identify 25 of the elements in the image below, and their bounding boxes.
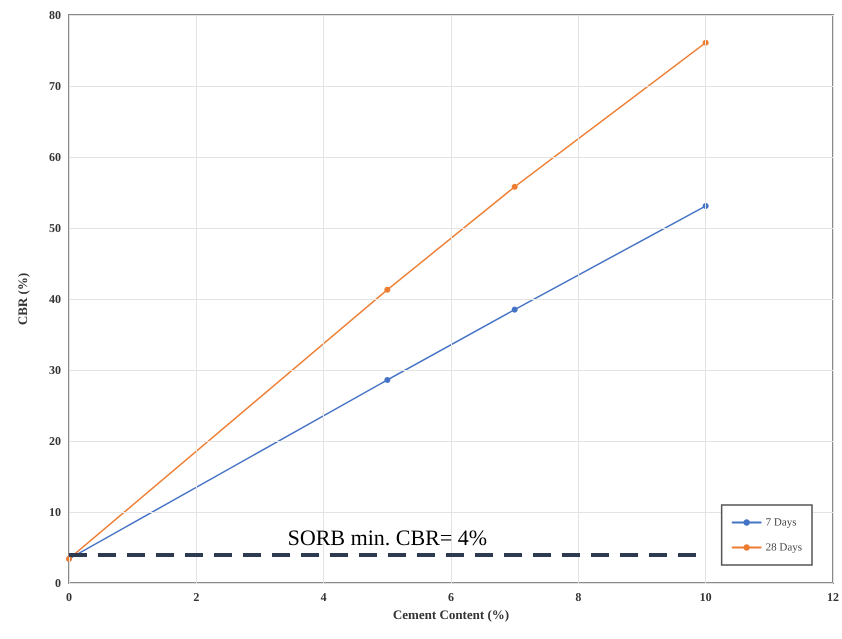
ref-line-label: SORB min. CBR= 4% [288, 525, 488, 550]
y-tick-label: 40 [49, 292, 61, 306]
y-tick-label: 50 [49, 221, 61, 235]
y-tick-label: 60 [49, 150, 61, 164]
legend-label: 7 Days [766, 516, 797, 528]
legend-label: 28 Days [766, 542, 802, 554]
x-axis-title: Cement Content (%) [392, 606, 510, 622]
x-tick-label: 2 [193, 590, 200, 604]
y-tick-label: 0 [55, 576, 61, 590]
y-axis-title: CBR (%) [15, 272, 30, 326]
y-tick-label: 10 [49, 505, 61, 519]
y-tick-label: 20 [49, 434, 61, 448]
x-tick-label: 6 [448, 590, 454, 604]
x-tick-label: 8 [575, 590, 582, 604]
point [384, 376, 390, 383]
x-tick-label: 0 [66, 590, 72, 604]
x-tick-label: 4 [320, 590, 327, 604]
y-tick-label: 30 [49, 363, 61, 377]
point [512, 306, 518, 313]
point [512, 184, 518, 190]
y-tick-label: 70 [49, 79, 61, 93]
x-tick-label: 10 [700, 590, 712, 604]
x-tick-label: 12 [827, 590, 839, 604]
point [384, 286, 390, 293]
y-tick-label: 80 [49, 8, 61, 22]
